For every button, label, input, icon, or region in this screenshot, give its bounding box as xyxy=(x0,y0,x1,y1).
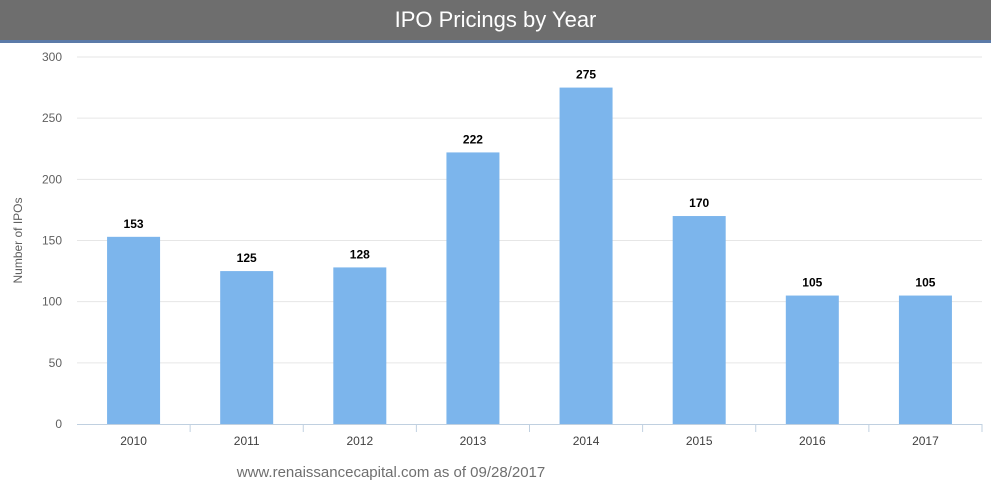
chart-title: IPO Pricings by Year xyxy=(394,7,597,32)
x-tick-label: 2011 xyxy=(234,434,260,448)
x-tick-label: 2014 xyxy=(573,434,600,448)
bar xyxy=(220,271,274,424)
data-label: 125 xyxy=(237,251,257,265)
x-tick-label: 2016 xyxy=(799,434,826,448)
x-tick-label: 2012 xyxy=(346,434,373,448)
x-tick-label: 2010 xyxy=(120,434,147,448)
y-tick-label: 250 xyxy=(42,111,62,125)
x-tick-label: 2017 xyxy=(912,434,939,448)
y-tick-label: 150 xyxy=(42,234,62,248)
x-tick-label: 2013 xyxy=(460,434,487,448)
data-label: 170 xyxy=(689,196,709,210)
title-divider xyxy=(0,40,991,43)
y-tick-label: 0 xyxy=(55,417,62,431)
bar xyxy=(672,216,726,424)
bar xyxy=(898,295,952,424)
x-tick-label: 2015 xyxy=(686,434,713,448)
bar xyxy=(107,236,161,424)
bar xyxy=(333,267,387,424)
bar xyxy=(446,152,500,425)
y-tick-label: 300 xyxy=(42,50,62,64)
bar xyxy=(785,295,839,424)
y-tick-label: 100 xyxy=(42,295,62,309)
bar xyxy=(559,87,613,424)
data-label: 128 xyxy=(350,247,370,261)
source-footnote: www.renaissancecapital.com as of 09/28/2… xyxy=(236,464,546,481)
chart-title-bar: IPO Pricings by Year xyxy=(0,0,991,40)
y-axis-title: Number of IPOs xyxy=(11,197,25,283)
y-tick-label: 200 xyxy=(42,172,62,186)
data-label: 222 xyxy=(463,132,483,146)
data-label: 275 xyxy=(576,68,596,82)
y-tick-label: 50 xyxy=(49,356,63,370)
data-label: 105 xyxy=(915,276,935,290)
data-label: 105 xyxy=(802,276,822,290)
data-label: 153 xyxy=(124,217,144,231)
